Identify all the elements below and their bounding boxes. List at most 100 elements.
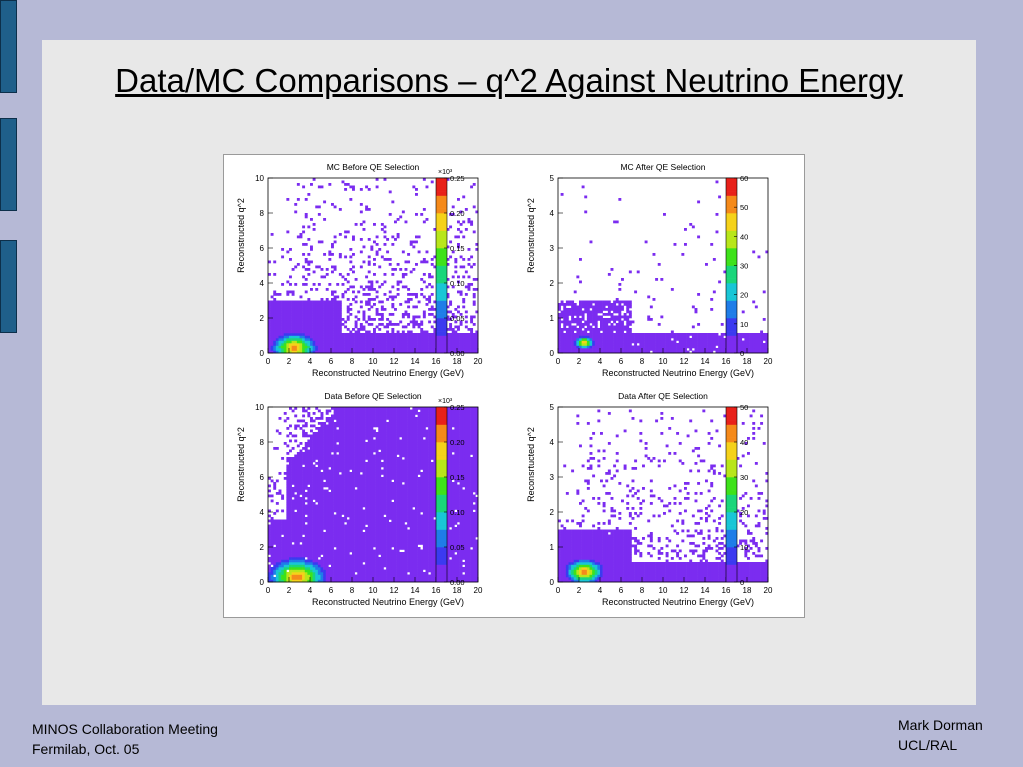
- histogram-bin: [352, 335, 355, 339]
- histogram-bin: [362, 527, 366, 530]
- histogram-bin: [273, 333, 277, 336]
- histogram-bin: [338, 534, 342, 538]
- histogram-bin: [268, 338, 271, 341]
- histogram-bin: [401, 273, 405, 276]
- histogram-bin: [399, 335, 403, 339]
- histogram-bin: [359, 457, 363, 460]
- histogram-bin: [425, 335, 429, 339]
- histogram-bin: [304, 474, 308, 478]
- histogram-bin: [310, 482, 313, 485]
- histogram-bin: [310, 529, 313, 533]
- histogram-bin: [457, 290, 460, 294]
- histogram-bin: [323, 318, 327, 321]
- histogram-bin: [344, 562, 348, 565]
- histogram-bin: [647, 315, 651, 319]
- histogram-bin: [344, 544, 348, 548]
- histogram-bin: [286, 567, 290, 570]
- histogram-bin: [584, 335, 588, 339]
- histogram-bin: [467, 340, 471, 344]
- histogram-bin: [325, 432, 329, 435]
- histogram-bin: [302, 554, 306, 558]
- histogram-bin: [312, 432, 316, 435]
- histogram-bin: [299, 235, 303, 239]
- histogram-bin: [380, 318, 384, 321]
- histogram-bin: [304, 313, 308, 316]
- histogram-bin: [428, 333, 432, 336]
- histogram-bin: [323, 579, 327, 583]
- histogram-bin: [325, 494, 329, 498]
- histogram-bin: [560, 345, 564, 349]
- histogram-bin: [283, 569, 287, 573]
- histogram-bin: [320, 437, 324, 440]
- histogram-bin: [341, 509, 345, 513]
- histogram-bin: [331, 509, 334, 513]
- histogram-bin: [352, 462, 355, 465]
- histogram-bin: [299, 522, 303, 525]
- histogram-bin: [344, 579, 348, 583]
- histogram-bin: [341, 504, 345, 508]
- x-tick-label: 18: [453, 357, 462, 366]
- histogram-bin: [425, 338, 429, 341]
- histogram-bin: [325, 569, 329, 573]
- histogram-bin: [359, 439, 363, 443]
- histogram-bin: [302, 559, 306, 563]
- histogram-bin: [386, 330, 390, 334]
- colorbar-segment: [436, 326, 447, 332]
- histogram-bin: [312, 579, 316, 583]
- histogram-bin: [341, 517, 345, 520]
- histogram-bin: [325, 554, 329, 558]
- histogram-bin: [286, 434, 290, 438]
- histogram-bin: [310, 499, 313, 503]
- histogram-bin: [275, 529, 279, 533]
- histogram-bin: [365, 567, 369, 570]
- histogram-bin: [304, 504, 308, 508]
- histogram-bin: [581, 318, 585, 321]
- histogram-bin: [346, 305, 350, 309]
- histogram-bin: [352, 424, 355, 428]
- histogram-bin: [336, 542, 340, 545]
- histogram-bin: [296, 469, 300, 473]
- histogram-bin: [618, 198, 622, 201]
- histogram-bin: [312, 534, 316, 538]
- histogram-bin: [749, 348, 753, 351]
- chart-title: MC After QE Selection: [620, 162, 705, 172]
- histogram-bin: [365, 507, 369, 510]
- histogram-bin: [294, 502, 298, 505]
- histogram-bin: [312, 502, 316, 505]
- histogram-bin: [312, 567, 316, 570]
- histogram-bin: [296, 308, 300, 311]
- colorbar-segment: [436, 234, 447, 240]
- histogram-bin: [286, 230, 290, 234]
- histogram-bin: [613, 300, 617, 304]
- histogram-bin: [367, 333, 371, 336]
- histogram-bin: [571, 338, 575, 341]
- histogram-bin: [367, 260, 371, 264]
- histogram-bin: [325, 310, 329, 314]
- histogram-bin: [451, 285, 455, 289]
- histogram-bin: [317, 454, 321, 458]
- histogram-bin: [336, 517, 340, 520]
- histogram-bin: [579, 343, 582, 346]
- histogram-bin: [558, 333, 561, 336]
- histogram-bin: [346, 442, 350, 445]
- histogram-bin: [291, 537, 295, 540]
- histogram-bin: [312, 343, 316, 346]
- histogram-bin: [304, 539, 308, 543]
- histogram-bin: [325, 549, 329, 553]
- histogram-bin: [304, 549, 308, 553]
- histogram-bin: [320, 519, 324, 523]
- colorbar-segment: [726, 204, 737, 209]
- histogram-bin: [310, 522, 313, 525]
- histogram-bin: [317, 434, 321, 438]
- histogram-bin: [336, 574, 340, 578]
- histogram-bin: [354, 549, 358, 553]
- histogram-bin: [273, 554, 277, 558]
- histogram-bin: [362, 547, 366, 550]
- histogram-bin: [341, 437, 345, 440]
- histogram-bin: [341, 343, 345, 346]
- histogram-bin: [362, 494, 366, 498]
- histogram-bin: [462, 235, 466, 239]
- histogram-bin: [349, 574, 353, 578]
- histogram-bin: [359, 482, 363, 485]
- histogram-bin: [338, 308, 342, 311]
